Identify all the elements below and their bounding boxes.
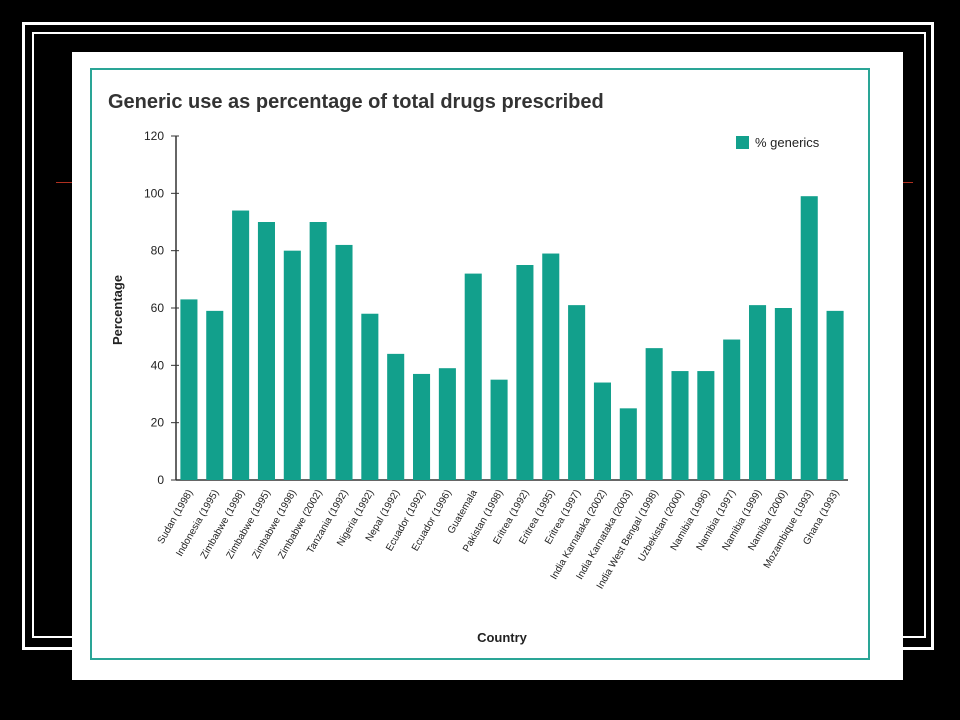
legend: % generics	[736, 135, 820, 150]
bar	[826, 310, 844, 480]
bar	[387, 353, 405, 480]
y-tick-label: 20	[151, 416, 165, 430]
bar	[180, 299, 198, 480]
bar	[335, 244, 353, 480]
bar	[593, 382, 611, 480]
y-tick-label: 100	[144, 186, 164, 200]
y-tick-label: 120	[144, 129, 164, 143]
y-tick-label: 80	[151, 244, 165, 258]
bar	[749, 305, 767, 480]
legend-label: % generics	[755, 135, 820, 150]
bar	[774, 308, 792, 480]
bar	[516, 265, 534, 480]
chart-title: Generic use as percentage of total drugs…	[108, 91, 604, 113]
bar	[283, 250, 301, 480]
bar	[257, 222, 275, 480]
bar	[361, 313, 379, 480]
y-tick-label: 0	[157, 473, 164, 487]
bar	[490, 379, 508, 480]
decorative-rule-left	[56, 182, 76, 183]
bar	[464, 273, 482, 480]
bar	[723, 339, 741, 480]
bar	[309, 222, 327, 480]
slide-content: Generic use as percentage of total drugs…	[72, 52, 903, 680]
bar	[697, 371, 715, 480]
bars	[180, 196, 844, 481]
bar	[568, 305, 586, 480]
bar	[542, 253, 560, 480]
bar	[206, 310, 224, 480]
y-tick-label: 40	[151, 358, 165, 372]
bar	[232, 210, 250, 481]
legend-swatch	[736, 136, 749, 149]
bar	[800, 196, 818, 480]
decorative-rule-right	[903, 182, 913, 183]
bar	[438, 368, 456, 480]
y-axis-label: Percentage	[110, 275, 125, 345]
bar	[619, 408, 637, 480]
x-axis-label: Country	[477, 630, 528, 645]
bar	[671, 371, 689, 480]
y-tick-label: 60	[151, 301, 165, 315]
bar-chart: Generic use as percentage of total drugs…	[108, 91, 848, 645]
x-tick-labels: Sudan (1998)Indonesia (1995)Zimbabwe (19…	[156, 488, 842, 591]
chart-panel: Generic use as percentage of total drugs…	[90, 68, 870, 660]
bar	[413, 373, 431, 480]
bar	[645, 348, 663, 480]
